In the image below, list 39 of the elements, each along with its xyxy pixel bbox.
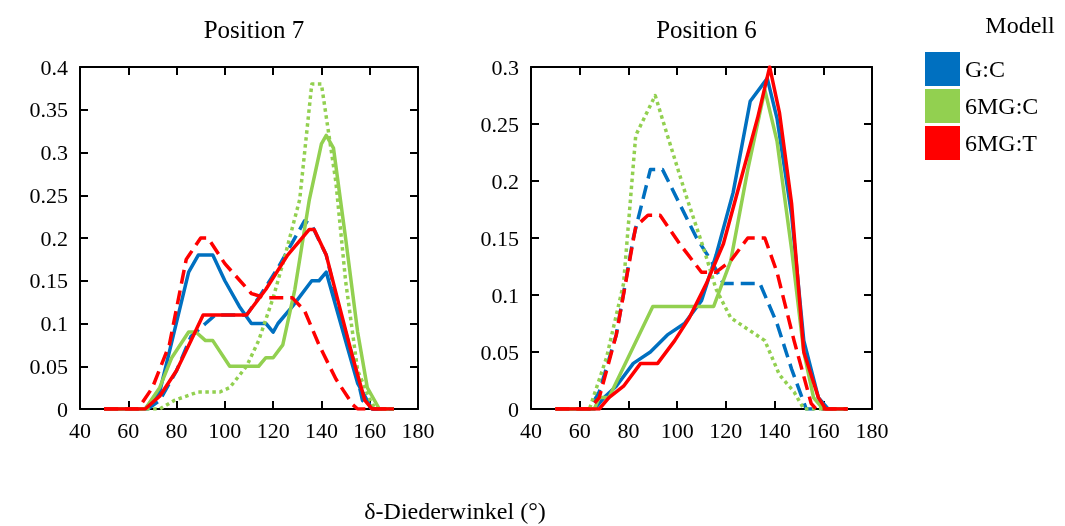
- y-tick-label: 0.25: [29, 182, 68, 208]
- x-tick-label: 140: [304, 417, 338, 443]
- y-tick-label: 0: [508, 396, 519, 422]
- x-tick-label: 80: [617, 417, 640, 443]
- x-tick-label: 160: [353, 417, 387, 443]
- y-tick-label: 0.3: [40, 140, 68, 165]
- x-tick-label: 160: [806, 417, 840, 443]
- x-tick-label: 180: [855, 417, 889, 443]
- x-tick-label: 100: [208, 417, 242, 443]
- x-tick-label: 40: [520, 417, 542, 443]
- x-tick-label: 40: [69, 417, 91, 443]
- y-tick-label: 0.2: [40, 225, 68, 251]
- x-tick-label: 180: [401, 417, 435, 443]
- legend-label: 6MG:T: [965, 130, 1038, 156]
- y-tick-label: 0.15: [480, 225, 519, 251]
- y-tick-label: 0.1: [491, 282, 519, 308]
- x-tick-label: 120: [256, 417, 290, 443]
- y-tick-label: 0.1: [40, 311, 68, 336]
- y-tick-label: 0.4: [40, 54, 68, 80]
- y-tick-label: 0.25: [480, 111, 519, 137]
- x-tick-label: 60: [117, 417, 140, 443]
- x-tick-label: 100: [660, 417, 694, 443]
- y-tick-label: 0.35: [29, 97, 68, 123]
- x-tick-label: 80: [165, 417, 188, 443]
- y-tick-label: 0.15: [29, 268, 68, 294]
- x-axis-title: δ-Diederwinkel (°): [363, 497, 547, 525]
- y-tick-label: 0: [57, 396, 68, 422]
- legend-label: G:C: [965, 56, 1006, 82]
- y-tick-label: 0.2: [491, 168, 519, 194]
- x-tick-label: 140: [758, 417, 792, 443]
- chart-title: Position 6: [656, 16, 757, 43]
- legend-title: Modell: [985, 12, 1055, 38]
- y-tick-label: 0.05: [29, 353, 68, 379]
- x-tick-label: 120: [709, 417, 743, 443]
- x-tick-label: 60: [568, 417, 591, 443]
- legend-label: 6MG:C: [965, 93, 1039, 119]
- chart-title: Position 7: [203, 16, 305, 43]
- y-tick-label: 0.3: [491, 54, 519, 80]
- y-tick-label: 0.05: [480, 339, 519, 365]
